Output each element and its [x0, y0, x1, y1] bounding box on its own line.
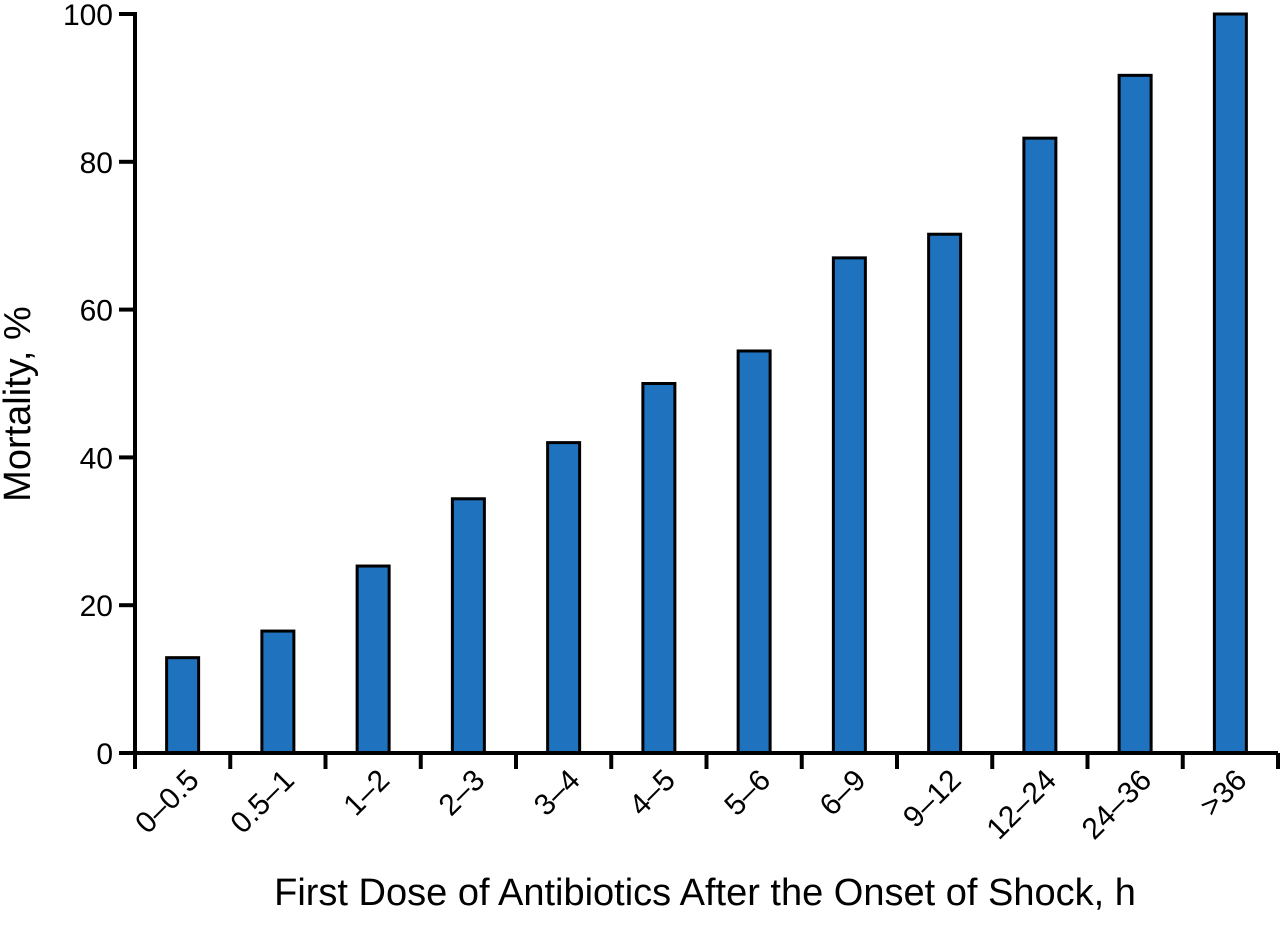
- y-tick-label: 80: [80, 147, 113, 180]
- x-tick-label: 5–6: [718, 764, 777, 823]
- x-tick-label: 4–5: [623, 764, 682, 823]
- y-tick-label: 100: [63, 0, 113, 32]
- bar: [450, 497, 486, 755]
- y-tick-label: 0: [96, 738, 113, 771]
- bar: [1117, 73, 1153, 755]
- x-tick-label: 1–2: [337, 764, 396, 823]
- x-tick-label: 0.5–1: [224, 764, 300, 840]
- x-tick-label: >36: [1194, 764, 1253, 823]
- bar: [1022, 136, 1058, 755]
- y-tick-label: 60: [80, 295, 113, 328]
- x-tick-label: 12–24: [980, 764, 1062, 846]
- x-tick-label: 3–4: [528, 764, 587, 823]
- x-tick-label: 6–9: [814, 764, 873, 823]
- bar: [641, 382, 677, 755]
- x-tick-label: 24–36: [1076, 764, 1158, 846]
- bar: [736, 349, 772, 755]
- bar: [831, 256, 867, 755]
- y-tick-label: 20: [80, 590, 113, 623]
- bar: [260, 629, 296, 755]
- bar: [927, 232, 963, 755]
- x-tick-label: 0–0.5: [129, 764, 205, 840]
- bar: [546, 441, 582, 755]
- x-tick-label: 9–12: [897, 764, 968, 835]
- bar: [165, 656, 201, 755]
- bar: [355, 564, 391, 755]
- y-tick-label: 40: [80, 442, 113, 475]
- bar: [1212, 12, 1248, 755]
- x-axis-label: First Dose of Antibiotics After the Onse…: [274, 872, 1136, 914]
- y-axis-label: Mortality, %: [0, 306, 39, 502]
- x-tick-label: 2–3: [433, 764, 492, 823]
